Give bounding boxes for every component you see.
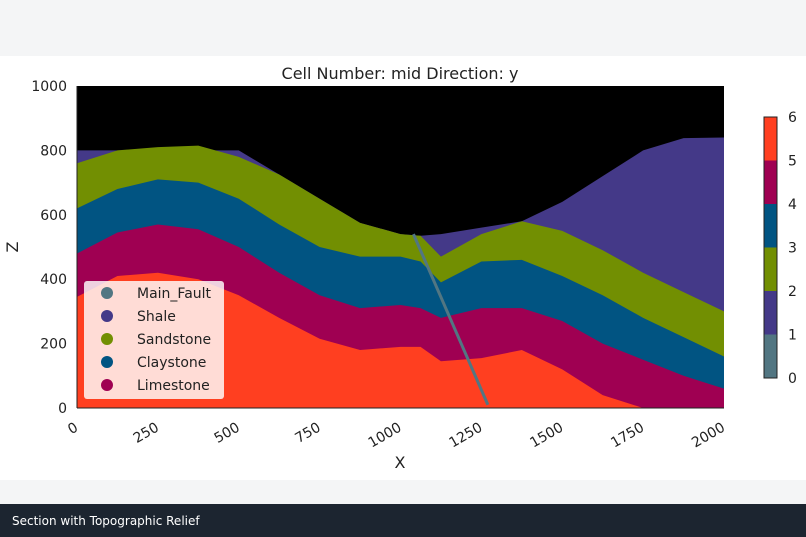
colorbar-tick-label: 3 <box>788 241 797 257</box>
legend-marker <box>101 333 113 345</box>
legend-marker <box>101 356 113 368</box>
colorbar-segment <box>764 291 777 335</box>
colorbar-tick-label: 1 <box>788 328 797 344</box>
colorbar-segment <box>764 247 777 291</box>
plot-area <box>77 86 724 408</box>
legend-label: Claystone <box>137 355 206 371</box>
x-tick-label: 500 <box>212 420 243 447</box>
y-tick-label: 0 <box>58 401 67 417</box>
colorbar-tick-label: 4 <box>788 197 797 213</box>
x-tick-label: 750 <box>292 420 323 447</box>
colorbar-segment <box>764 160 777 204</box>
x-tick-label: 0 <box>65 420 81 438</box>
colorbar-segment <box>764 204 777 248</box>
colorbar-tick-label: 0 <box>788 371 797 387</box>
unit-basement <box>77 272 724 408</box>
y-tick-label: 400 <box>40 272 67 288</box>
legend-marker <box>101 379 113 391</box>
legend-label: Main_Fault <box>137 286 212 302</box>
y-axis-label: Z <box>3 241 22 252</box>
y-tick-label: 1000 <box>31 79 67 95</box>
legend-box <box>84 281 224 399</box>
fault-line <box>412 233 490 406</box>
colorbar-tick-label: 6 <box>788 110 797 126</box>
colorbar-segment <box>764 117 777 161</box>
legend-label: Sandstone <box>137 332 211 348</box>
y-tick-label: 200 <box>40 337 67 353</box>
caption-text: Section with Topographic Relief <box>12 514 200 528</box>
legend-marker <box>101 287 113 299</box>
x-tick-label: 1750 <box>608 420 647 452</box>
colorbar-tick-label: 5 <box>788 154 797 170</box>
colorbar-segment <box>764 334 777 378</box>
x-tick-label: 1500 <box>527 420 566 452</box>
x-tick-label: 1250 <box>447 420 486 452</box>
y-tick-label: 600 <box>40 208 67 224</box>
x-tick-label: 1000 <box>366 420 405 452</box>
colorbar: 0 1 2 3 4 5 6 <box>763 110 797 387</box>
top-strip <box>0 0 806 56</box>
caption-bar: Section with Topographic Relief <box>0 504 806 537</box>
legend-marker <box>101 310 113 322</box>
x-axis-label: X <box>395 453 406 472</box>
legend-label: Shale <box>137 309 176 325</box>
x-tick-label: 250 <box>131 420 162 447</box>
y-tick-label: 800 <box>40 143 67 159</box>
colorbar-frame <box>763 116 778 379</box>
colorbar-tick-label: 2 <box>788 284 797 300</box>
x-tick-label: 2000 <box>689 420 728 452</box>
bottom-strip <box>0 480 806 504</box>
chart-title: Cell Number: mid Direction: y <box>282 64 519 83</box>
legend-label: Limestone <box>137 378 210 394</box>
legend: Main_Fault Shale Sandstone Claystone Limesto… <box>84 281 224 399</box>
